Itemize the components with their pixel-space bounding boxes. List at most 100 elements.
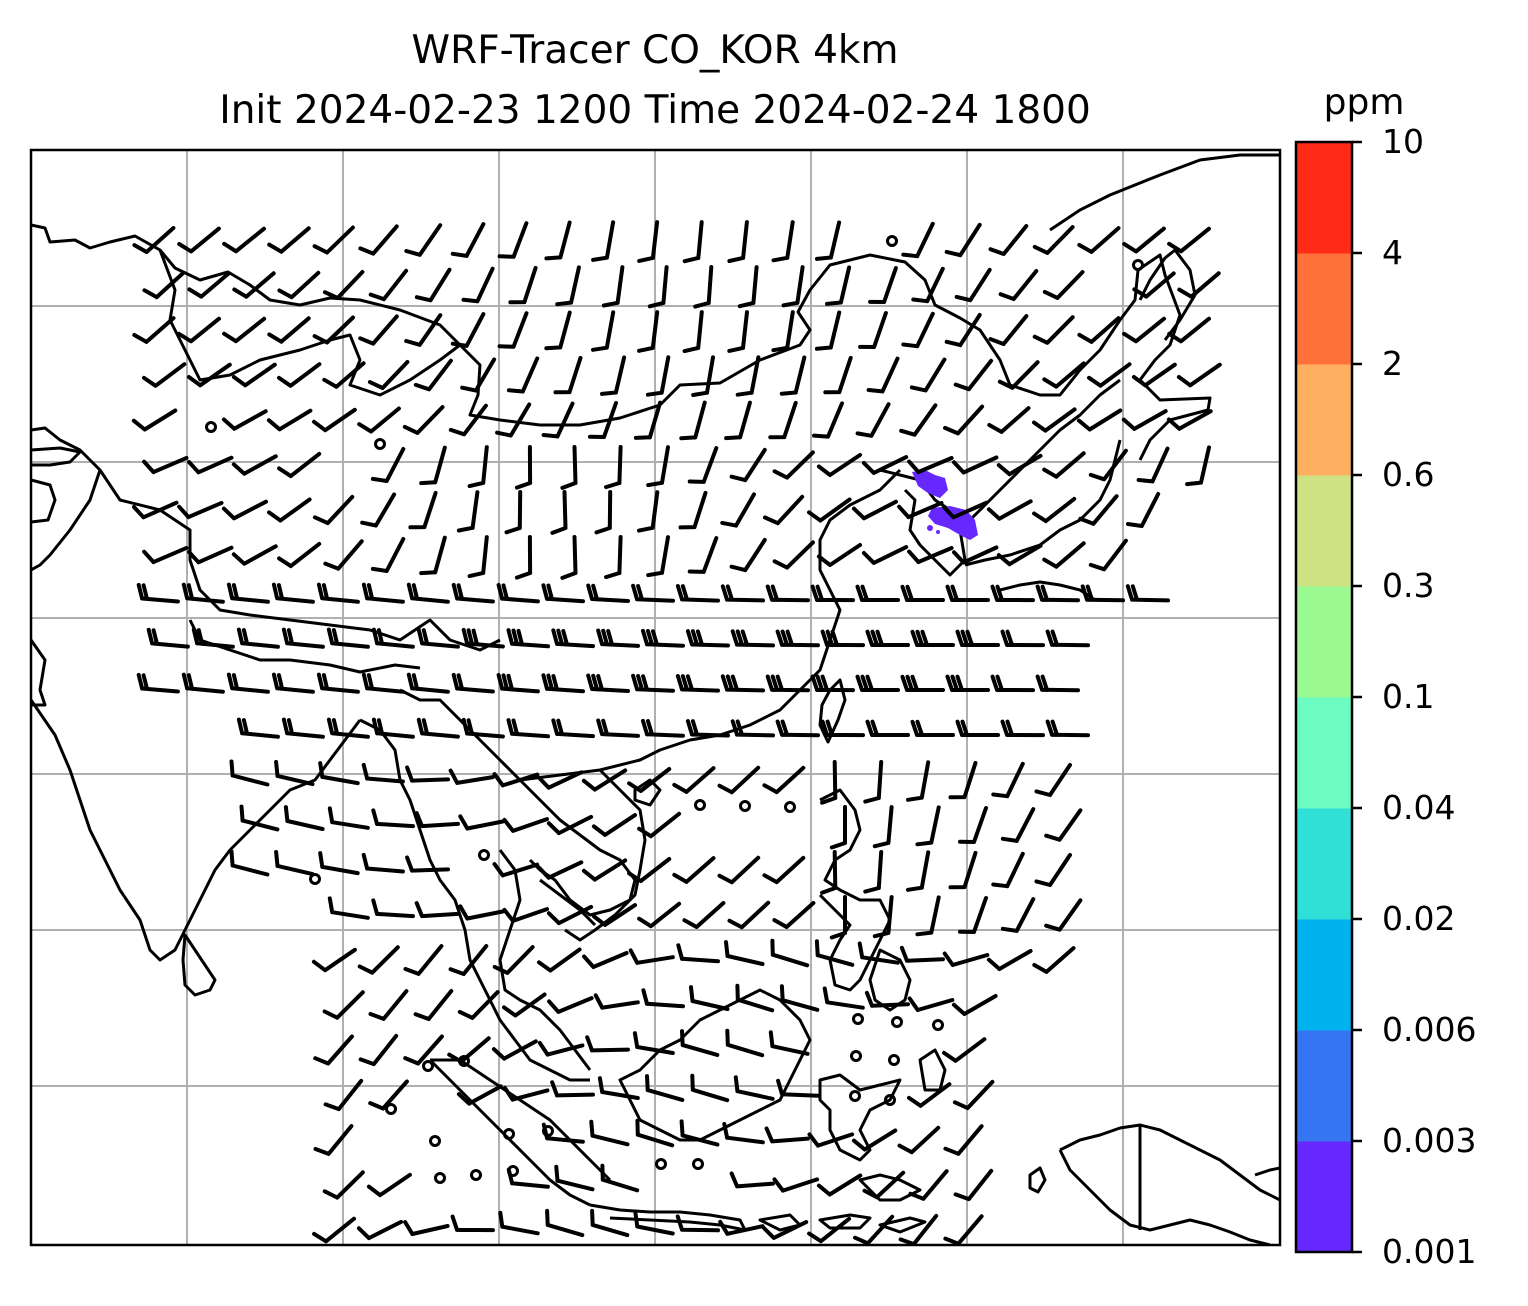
wind-barb: [191, 627, 235, 649]
wind-barb: [729, 447, 767, 483]
wind-barb: [467, 445, 489, 489]
calm-wind-marker: [886, 235, 898, 247]
wind-barb: [581, 858, 628, 882]
wind-barb: [323, 1078, 364, 1112]
wind-barb: [232, 271, 276, 299]
wind-barb: [361, 672, 405, 694]
wind-barb: [142, 270, 186, 300]
wind-barb: [761, 1220, 809, 1240]
wind-barb: [943, 404, 985, 436]
wind-barb: [991, 761, 1025, 799]
wind-barb: [1088, 538, 1128, 572]
wind-barb: [997, 360, 1040, 390]
wind-barb: [596, 718, 640, 738]
wind-barb: [733, 1075, 775, 1101]
wind-barb: [825, 265, 852, 306]
wind-barb: [915, 805, 941, 847]
wind-barb: [897, 1125, 941, 1155]
wind-barb: [1177, 271, 1221, 299]
wind-barb: [416, 717, 460, 739]
wind-barb: [541, 673, 585, 694]
wind-barb: [371, 808, 415, 829]
wind-barb: [496, 673, 540, 694]
calm-wind-marker: [374, 438, 386, 450]
wind-barb: [725, 1028, 765, 1058]
wind-barb: [187, 271, 231, 299]
wind-barb: [508, 265, 538, 305]
wind-barb: [281, 627, 325, 649]
wind-barb: [862, 1170, 906, 1200]
wind-barb: [416, 627, 460, 649]
colorbar-swatch: [1296, 808, 1352, 920]
colorbar-swatch: [1296, 919, 1352, 1031]
wind-barb: [820, 629, 865, 648]
wind-barb: [222, 316, 267, 344]
wind-barb: [823, 355, 853, 395]
calm-wind-marker: [849, 1090, 861, 1102]
wind-barb: [637, 220, 660, 263]
wind-barb: [812, 401, 844, 439]
calm-wind-marker: [205, 421, 217, 433]
wind-barb: [600, 1163, 640, 1193]
wind-barb: [907, 1082, 952, 1108]
wind-barb: [506, 718, 550, 739]
wind-barb: [456, 1084, 503, 1106]
wind-barb: [1125, 584, 1170, 603]
wind-barb: [1122, 226, 1166, 254]
wind-barb: [762, 765, 806, 795]
wind-barb: [371, 717, 415, 739]
wind-barb: [585, 1035, 630, 1053]
wind-barb: [586, 673, 630, 693]
wind-barb: [908, 1169, 949, 1201]
wind-barb: [1126, 492, 1161, 528]
wind-barb: [1042, 541, 1086, 569]
wind-barb: [953, 358, 994, 392]
wind-barb: [356, 1219, 404, 1241]
calm-wind-marker: [694, 799, 706, 811]
wind-barb: [675, 674, 720, 693]
colorbar-swatch: [1296, 586, 1352, 698]
calm-wind-marker: [891, 1016, 903, 1028]
wind-barb: [187, 545, 234, 565]
wind-barb: [942, 500, 989, 520]
colorbar-swatch: [1296, 697, 1352, 809]
wind-barb: [277, 541, 322, 569]
wind-barb: [637, 490, 660, 533]
colorbar-tick-label: 0.04: [1382, 788, 1456, 827]
wind-barb: [815, 220, 842, 261]
wind-barb: [358, 224, 399, 256]
wind-barb: [646, 445, 670, 488]
wind-barb: [358, 1033, 399, 1067]
calm-wind-marker: [784, 801, 796, 813]
wind-barb: [403, 944, 444, 976]
calm-wind-marker: [478, 849, 490, 861]
wind-barb: [596, 628, 640, 648]
wind-barb: [872, 895, 894, 939]
wind-barb: [866, 356, 900, 394]
wind-barb: [554, 1164, 595, 1192]
wind-barb: [450, 312, 486, 348]
wind-barb: [641, 628, 685, 648]
wind-barb: [762, 855, 806, 885]
wind-barb: [456, 490, 480, 533]
wind-barb: [864, 990, 910, 1008]
wind-barb: [727, 310, 749, 353]
wind-barb: [506, 356, 540, 394]
wind-barb: [312, 494, 355, 526]
wind-barb: [604, 445, 623, 490]
wind-barb: [988, 224, 1029, 256]
wind-barb: [136, 582, 180, 604]
wind-barb: [820, 850, 838, 895]
wind-barb: [952, 1079, 995, 1111]
calm-wind-marker: [470, 1169, 482, 1181]
wind-barb: [627, 767, 672, 793]
wind-barb: [1044, 808, 1083, 842]
wind-barb: [855, 584, 900, 602]
wind-barb: [998, 269, 1039, 301]
wind-barb: [1167, 226, 1211, 254]
wind-barb: [633, 400, 663, 440]
wind-barb: [952, 455, 999, 475]
wind-barb: [765, 674, 810, 693]
wind-barb: [1045, 719, 1090, 738]
wind-barb: [591, 903, 637, 927]
